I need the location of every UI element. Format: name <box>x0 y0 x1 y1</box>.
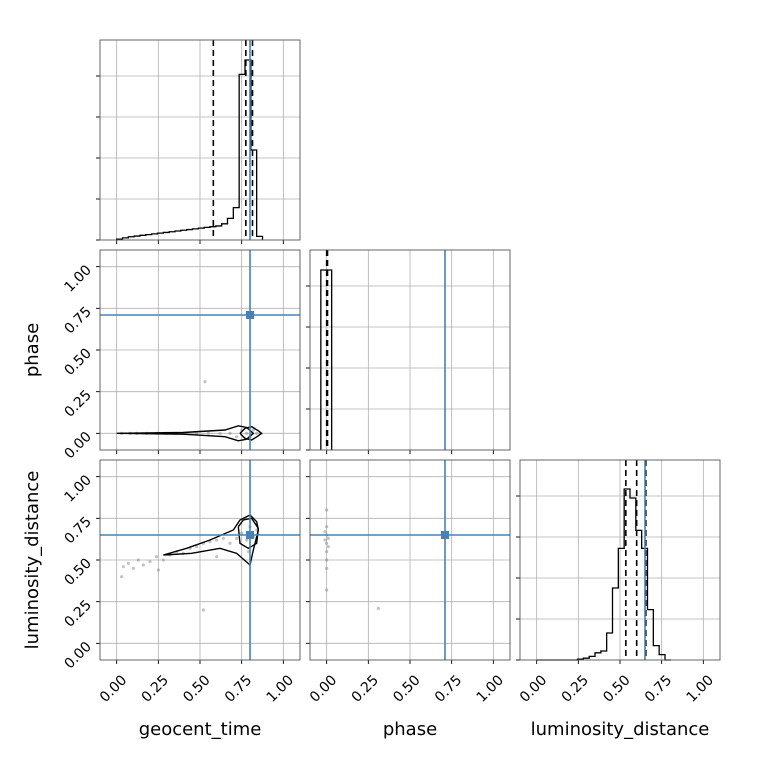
histogram-geocent_time <box>116 59 264 240</box>
scatter-point <box>228 541 232 545</box>
scatter-point <box>126 561 130 565</box>
scatter-point <box>251 428 255 432</box>
y-tick-label: 0.75 <box>61 304 94 337</box>
scatter-point <box>221 536 225 540</box>
x-tick-label: 0.50 <box>390 672 423 705</box>
density-contour <box>237 517 260 550</box>
scatter-point <box>215 538 219 542</box>
scatter-point <box>156 568 160 572</box>
scatter-point <box>323 538 327 542</box>
scatter-point <box>148 560 152 564</box>
scatter-point <box>218 431 222 435</box>
scatter-point <box>325 558 329 562</box>
scatter-point <box>245 538 249 542</box>
scatter-point <box>326 536 330 540</box>
panel-frame <box>99 39 301 241</box>
y-tick-label: 0.50 <box>61 346 94 379</box>
panel-frame <box>99 459 301 661</box>
scatter-point <box>245 431 249 435</box>
scatter-point <box>201 608 205 612</box>
panel-frame <box>309 459 511 661</box>
scatter-point <box>255 431 259 435</box>
x-tick-label: 1.00 <box>474 672 507 705</box>
x-tick-label: 0.50 <box>180 672 213 705</box>
truth-marker <box>246 311 254 319</box>
y-tick-label: 1.00 <box>61 262 94 295</box>
scatter-point <box>141 563 145 567</box>
x-axis-label-phase: phase <box>383 719 437 740</box>
truth-marker <box>246 531 254 539</box>
x-axis-label-geocent-time: geocent_time <box>139 719 262 740</box>
x-tick-label: 0.00 <box>517 672 550 705</box>
scatter-point <box>155 555 159 559</box>
truth-marker <box>441 531 449 539</box>
y-tick-label: 1.00 <box>61 472 94 505</box>
scatter-point <box>325 550 329 554</box>
y-tick-label: 0.00 <box>61 429 94 462</box>
panel-frame <box>519 459 721 661</box>
scatter-point <box>203 380 207 384</box>
density-contour <box>116 425 255 442</box>
x-tick-label: 0.25 <box>559 672 592 705</box>
y-tick-label: 0.25 <box>61 597 94 630</box>
scatter-point <box>240 531 244 535</box>
scatter-point <box>120 575 124 579</box>
scatter-point <box>325 508 329 512</box>
y-tick-label: 0.25 <box>61 387 94 420</box>
scatter-point <box>131 566 135 570</box>
x-tick-label: 1.00 <box>684 672 717 705</box>
scatter-point <box>325 525 329 529</box>
x-tick-label: 0.75 <box>642 672 675 705</box>
y-tick-label: 0.50 <box>61 556 94 589</box>
x-tick-label: 1.00 <box>264 672 297 705</box>
scatter-point <box>325 566 329 570</box>
scatter-point <box>325 588 329 592</box>
x-tick-label: 0.25 <box>139 672 172 705</box>
y-tick-label: 0.00 <box>61 639 94 672</box>
y-tick-label: 0.75 <box>61 514 94 547</box>
panel-frame <box>99 249 301 451</box>
scatter-point <box>136 558 140 562</box>
scatter-point <box>195 431 199 435</box>
x-tick-label: 0.00 <box>307 672 340 705</box>
x-tick-label: 0.75 <box>432 672 465 705</box>
density-contour <box>239 425 263 441</box>
x-tick-label: 0.00 <box>97 672 130 705</box>
x-tick-label: 0.50 <box>600 672 633 705</box>
scatter-point <box>161 558 165 562</box>
y-axis-label-phase: phase <box>22 323 43 377</box>
x-tick-label: 0.25 <box>349 672 382 705</box>
x-axis-label-luminosity-distance: luminosity_distance <box>531 719 710 740</box>
scatter-point <box>323 530 327 534</box>
scatter-point <box>235 536 239 540</box>
scatter-point <box>246 550 250 554</box>
x-tick-label: 0.75 <box>222 672 255 705</box>
scatter-point <box>325 541 329 545</box>
scatter-point <box>228 431 232 435</box>
panel-frame <box>309 249 511 451</box>
scatter-point <box>121 565 125 569</box>
y-axis-label-luminosity-distance: luminosity_distance <box>22 471 43 650</box>
scatter-point <box>376 606 380 610</box>
scatter-point <box>195 545 199 549</box>
scatter-point <box>206 431 210 435</box>
scatter-point <box>215 555 219 559</box>
scatter-point <box>235 435 239 439</box>
scatter-point <box>326 545 330 549</box>
